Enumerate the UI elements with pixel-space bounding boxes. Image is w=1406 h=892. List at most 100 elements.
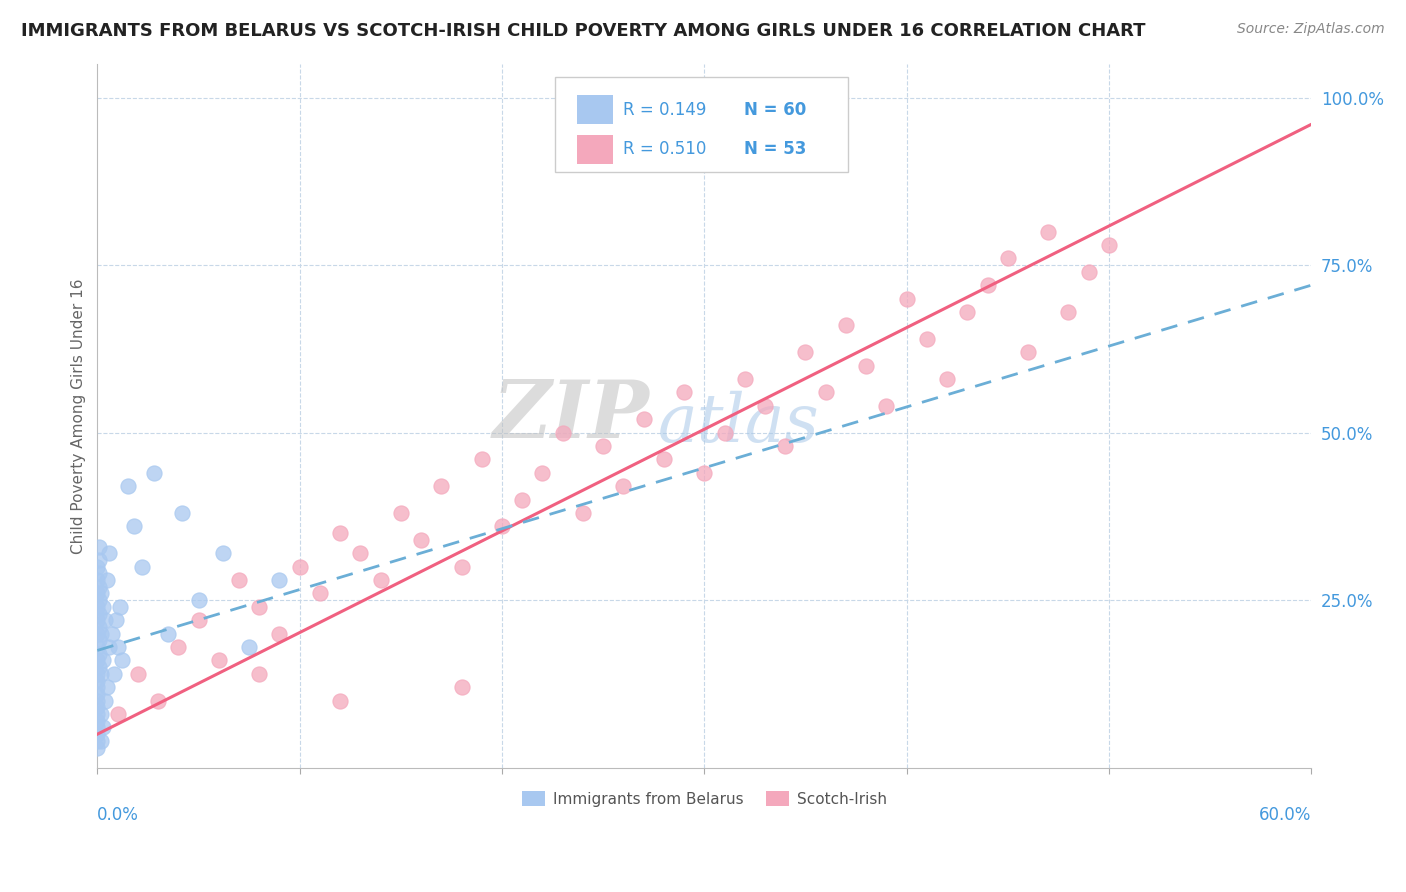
Point [754, 399, 776, 413]
Text: N = 53: N = 53 [744, 140, 807, 159]
Point [89, 620, 111, 634]
Point [86, 559, 108, 574]
Point [450, 559, 472, 574]
Point [131, 559, 153, 574]
Text: R = 0.149: R = 0.149 [623, 101, 706, 119]
Point [187, 593, 209, 607]
Point [1057, 305, 1080, 319]
Point [329, 694, 352, 708]
Text: ZIP: ZIP [492, 377, 650, 455]
Point [835, 318, 858, 333]
Point [633, 412, 655, 426]
Point [814, 385, 837, 400]
Point [1098, 238, 1121, 252]
Point [86, 734, 108, 748]
Point [94, 613, 117, 627]
Point [915, 332, 938, 346]
Point [107, 640, 129, 654]
Point [238, 640, 260, 654]
Point [86, 700, 108, 714]
Point [90, 666, 112, 681]
Point [167, 640, 190, 654]
Point [956, 305, 979, 319]
Point [94, 694, 117, 708]
Point [997, 252, 1019, 266]
Point [592, 439, 614, 453]
Point [976, 278, 998, 293]
Point [896, 292, 918, 306]
Point [693, 466, 716, 480]
Point [90, 707, 112, 722]
Point [86, 740, 108, 755]
Point [875, 399, 897, 413]
Point [98, 640, 121, 654]
Point [103, 666, 125, 681]
Point [309, 586, 332, 600]
Point [117, 479, 139, 493]
Point [247, 599, 270, 614]
Point [143, 466, 166, 480]
Point [90, 586, 112, 600]
Point [86, 599, 108, 614]
Text: N = 60: N = 60 [744, 101, 807, 119]
Text: 0.0%: 0.0% [97, 806, 139, 824]
Point [430, 479, 453, 493]
Point [86, 714, 108, 728]
Point [1017, 345, 1039, 359]
Text: R = 0.510: R = 0.510 [623, 140, 706, 159]
Point [551, 425, 574, 440]
Point [89, 566, 111, 581]
Point [86, 586, 108, 600]
Point [86, 687, 108, 701]
Point [96, 681, 118, 695]
Point [100, 626, 122, 640]
Point [269, 573, 291, 587]
Legend: Immigrants from Belarus, Scotch-Irish: Immigrants from Belarus, Scotch-Irish [516, 785, 893, 813]
Point [187, 613, 209, 627]
Point [86, 694, 108, 708]
Point [86, 640, 108, 654]
Point [86, 707, 108, 722]
Text: IMMIGRANTS FROM BELARUS VS SCOTCH-IRISH CHILD POVERTY AMONG GIRLS UNDER 16 CORRE: IMMIGRANTS FROM BELARUS VS SCOTCH-IRISH … [21, 22, 1146, 40]
Point [1077, 265, 1099, 279]
Point [773, 439, 796, 453]
Point [111, 653, 134, 667]
Point [89, 660, 111, 674]
Point [491, 519, 513, 533]
Point [936, 372, 959, 386]
Point [122, 519, 145, 533]
Point [86, 626, 108, 640]
Point [89, 593, 111, 607]
Point [370, 573, 392, 587]
Point [104, 613, 127, 627]
Point [855, 359, 877, 373]
Point [93, 599, 115, 614]
Point [1038, 225, 1060, 239]
Point [93, 721, 115, 735]
Point [349, 546, 371, 560]
Text: atlas: atlas [658, 391, 820, 456]
Point [90, 626, 112, 640]
Point [89, 647, 111, 661]
Point [86, 681, 108, 695]
Point [172, 506, 194, 520]
Text: 60.0%: 60.0% [1258, 806, 1312, 824]
Point [89, 607, 111, 621]
Bar [576, 135, 613, 164]
Point [572, 506, 595, 520]
Point [90, 734, 112, 748]
Point [108, 599, 131, 614]
Point [127, 666, 149, 681]
Point [389, 506, 412, 520]
Point [89, 540, 111, 554]
Point [86, 727, 108, 741]
Y-axis label: Child Poverty Among Girls Under 16: Child Poverty Among Girls Under 16 [72, 278, 86, 554]
Point [107, 707, 129, 722]
Point [89, 553, 111, 567]
Point [86, 653, 108, 667]
Point [673, 385, 696, 400]
Point [208, 653, 231, 667]
Point [86, 613, 108, 627]
Point [211, 546, 233, 560]
Point [228, 573, 250, 587]
